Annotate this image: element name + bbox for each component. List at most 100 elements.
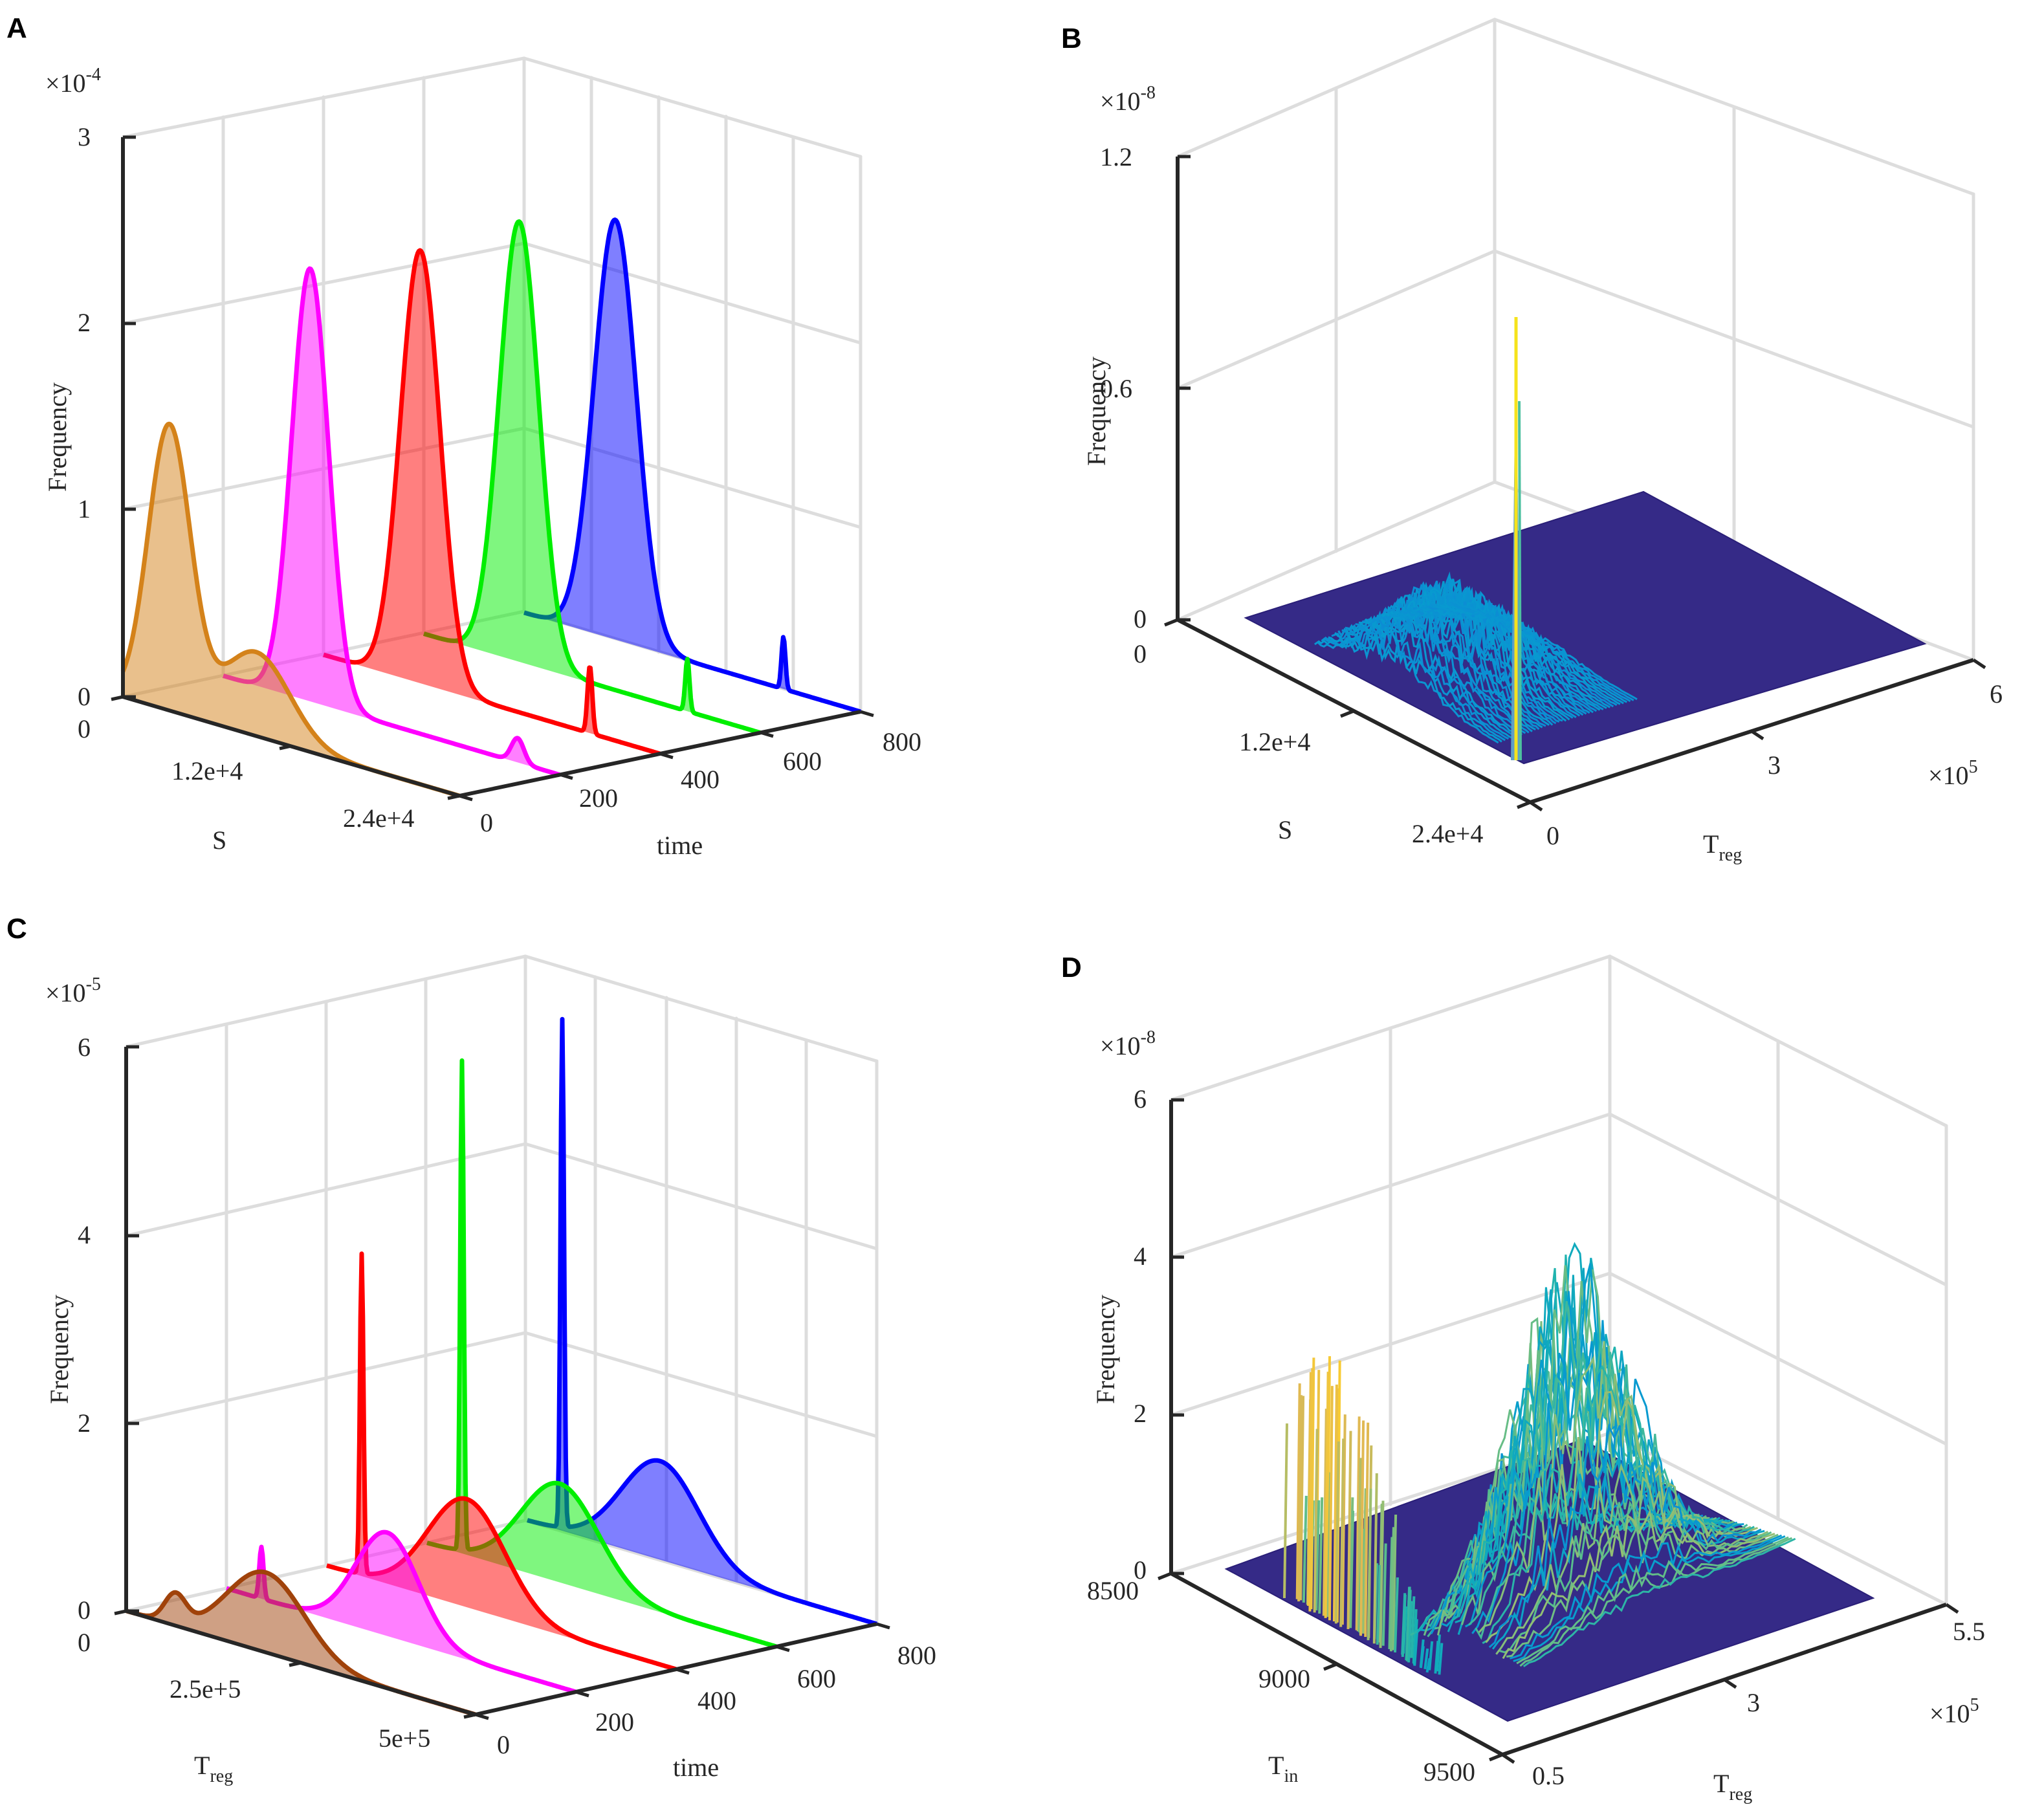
panel-a-series-line-800 — [523, 217, 862, 714]
panel-c-axes — [114, 1045, 890, 1720]
panel-d-mesh-line — [1495, 1463, 1769, 1655]
panel-d-ridge-streak — [1334, 1441, 1340, 1624]
panel-b-ztick-2: 1.2 — [1100, 142, 1132, 171]
panel-d-ridge-streak — [1356, 1458, 1362, 1632]
panel-c-box-grid — [124, 954, 879, 1626]
panel-a-multiplier: ×10-4 — [45, 65, 101, 98]
panel-d-ridge-streak — [1364, 1422, 1370, 1638]
panel-letter-d: D — [1061, 952, 1082, 983]
panel-d-ridge-streak — [1428, 1641, 1434, 1671]
panel-b-surface-spike-shade — [1518, 400, 1522, 761]
panel-d-mesh-line — [1420, 1444, 1693, 1632]
panel-d-surface — [1224, 1242, 1875, 1722]
panel-d-ztick-2: 4 — [1134, 1242, 1147, 1271]
panel-a-series-fill-0 — [123, 424, 459, 796]
panel-a-ytick-2: 400 — [681, 765, 720, 794]
panel-d-ridge-streak — [1361, 1488, 1367, 1634]
panel-b-ymultiplier: ×105 — [1928, 757, 1978, 790]
panel-d-xtick-2: 9500 — [1423, 1757, 1475, 1786]
panel-a-ytick-4: 800 — [883, 727, 921, 756]
panel-b-xlabel: S — [1278, 815, 1292, 844]
panel-b-mesh-line — [1453, 601, 1638, 701]
panel-a-ztick-3: 3 — [78, 122, 91, 151]
panel-a-series-fill-200 — [223, 269, 560, 775]
panel-d-zlabel: Frequency — [1091, 1295, 1120, 1404]
panel-d-ridge-streak — [1302, 1495, 1308, 1603]
panel-d-ridge-streak — [1313, 1429, 1319, 1613]
panel-d-ridge-streak — [1438, 1643, 1444, 1675]
panel-c-xlabel: Treg — [194, 1751, 233, 1786]
panel-d-mesh-line — [1522, 1537, 1796, 1667]
panel-d-ridge-streak — [1388, 1537, 1394, 1649]
panel-d-surface-mound — [1410, 1242, 1796, 1667]
panel-d-ridge-streak — [1405, 1586, 1411, 1661]
panel-letter-a: A — [6, 12, 27, 44]
panel-b-zlabel: Frequency — [1082, 356, 1111, 466]
panel-b-ytick-2: 6 — [1990, 679, 2003, 708]
panel-a-axes — [111, 135, 874, 802]
panel-d-ztick-3: 6 — [1134, 1084, 1147, 1113]
panel-c-ytick-4: 800 — [897, 1641, 936, 1670]
panel-c-multiplier: ×10-5 — [45, 974, 101, 1007]
panel-d-ridge-streak — [1419, 1646, 1425, 1669]
panel-d-ridge-streak — [1367, 1488, 1372, 1641]
panel-a-ytick-0: 0 — [480, 808, 493, 837]
panel-d-ridge-streak — [1392, 1514, 1398, 1650]
panel-d-ridge-streak — [1324, 1372, 1330, 1618]
panel-d-ridge-streak — [1299, 1396, 1305, 1601]
panel-d-ridge-streak — [1425, 1658, 1431, 1673]
panel-d-ridge-streak — [1413, 1630, 1419, 1666]
panel-b: 0 0.6 1.2 ×10-8 Frequency 0 1.2e+4 2.4e+… — [1082, 17, 2003, 865]
panel-d-ridge-streak — [1376, 1565, 1381, 1645]
panel-d-ridge-streak — [1349, 1510, 1355, 1628]
panel-d-ymultiplier: ×105 — [1929, 1695, 1979, 1728]
panel-a-ztick-0: 0 — [78, 682, 91, 711]
panel-c-ytick-0: 0 — [497, 1730, 510, 1759]
panel-c-series-fill-200 — [226, 1532, 576, 1692]
panel-d-xlabel: Tin — [1268, 1751, 1298, 1786]
panel-d-ridge-streak — [1328, 1386, 1334, 1621]
panel-b-multiplier: ×10-8 — [1100, 83, 1156, 116]
panel-b-xtick-1: 1.2e+4 — [1239, 727, 1310, 756]
panel-d-surface-ridge — [1283, 1356, 1444, 1675]
panel-b-surface — [1244, 317, 1927, 765]
panel-d-ylabel: Treg — [1713, 1769, 1752, 1804]
panel-d-ridge-streak — [1306, 1372, 1312, 1606]
panel-a-series-line-400 — [322, 248, 661, 756]
panel-c-ztick-2: 4 — [78, 1220, 91, 1249]
panel-a-series-fill-400 — [324, 250, 660, 754]
panel-b-ylabel: Treg — [1703, 829, 1742, 865]
panel-d-mesh-line — [1502, 1509, 1775, 1660]
panel-a-xtick-1: 1.2e+4 — [171, 756, 243, 785]
panel-d-box-grid — [1169, 954, 1948, 1606]
panel-d-ridge-streak — [1346, 1431, 1352, 1630]
panel-d-ridge-streak — [1394, 1577, 1399, 1653]
panel-a-series-group — [120, 217, 862, 798]
panel-d-mesh-line — [1482, 1365, 1755, 1645]
panel-d-mesh-line — [1510, 1534, 1783, 1660]
panel-c-series-group — [125, 1016, 878, 1717]
panel-b-mesh-line — [1388, 576, 1574, 719]
panel-c: 0 2 4 6 ×10-5 Frequency 0 2.5e+5 5e+5 Tr… — [45, 954, 936, 1786]
panel-d-multiplier: ×10-8 — [1100, 1027, 1156, 1060]
panel-b-ztick-0: 0 — [1134, 604, 1147, 633]
panel-c-ytick-1: 200 — [595, 1707, 634, 1737]
panel-a-series-fill-800 — [524, 219, 861, 712]
panel-b-mesh-line — [1412, 598, 1598, 712]
panel-d-mesh-line — [1491, 1451, 1765, 1650]
panel-b-mesh-line — [1341, 611, 1526, 734]
panel-b-mesh-line — [1392, 584, 1577, 718]
panel-a: 0 1 2 3 ×10-4 Frequency 0 1.2e+4 2.4e+4 … — [43, 56, 921, 860]
panel-d-ridge-streak — [1372, 1473, 1378, 1644]
panel-letter-b: B — [1061, 23, 1082, 54]
panel-b-xtick-2: 2.4e+4 — [1412, 819, 1483, 848]
panel-c-zlabel: Frequency — [45, 1295, 74, 1404]
panel-c-series-fill-400 — [327, 1253, 676, 1669]
panel-d-surface-floor — [1224, 1438, 1875, 1722]
panel-d-ridge-streak — [1322, 1409, 1328, 1616]
panel-d-ridge-streak — [1315, 1500, 1321, 1610]
panel-a-ytick-3: 600 — [783, 747, 822, 776]
panel-d-ridge-streak — [1401, 1594, 1407, 1657]
panel-d-ridge-streak — [1389, 1527, 1395, 1652]
